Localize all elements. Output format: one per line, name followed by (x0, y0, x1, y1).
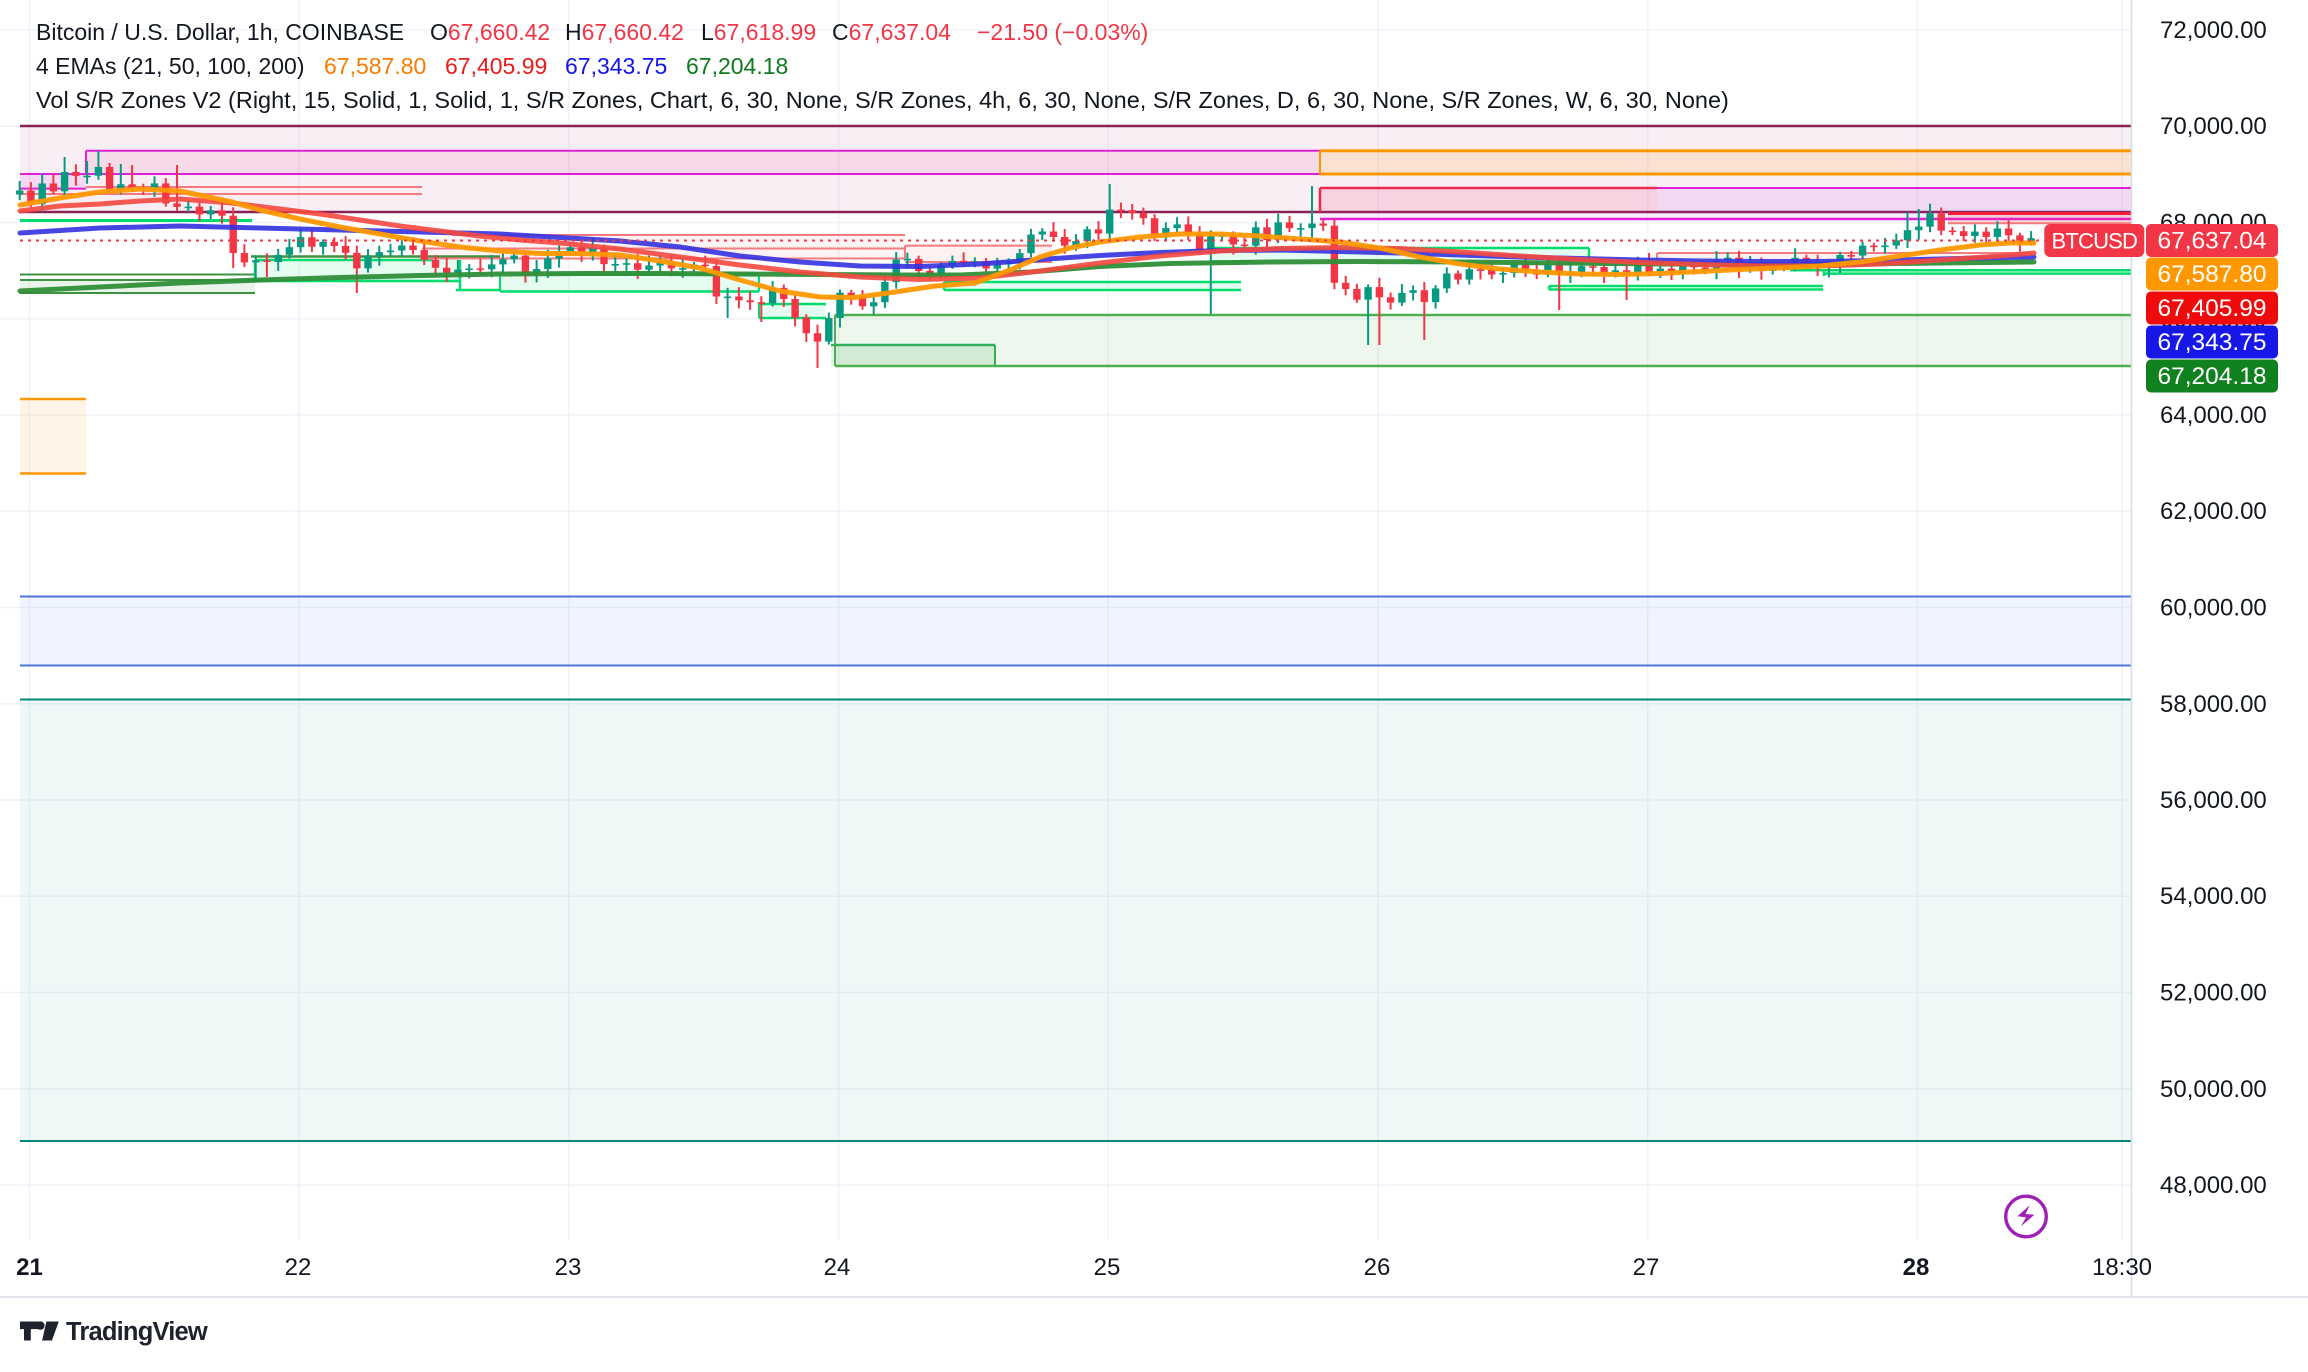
svg-text:21: 21 (16, 1254, 43, 1281)
svg-text:TradingView: TradingView (66, 1318, 208, 1346)
svg-text:48,000.00: 48,000.00 (2160, 1172, 2267, 1199)
svg-text:BTCUSD: BTCUSD (2051, 229, 2137, 254)
svg-text:67,587.80: 67,587.80 (2158, 261, 2267, 288)
svg-text:56,000.00: 56,000.00 (2160, 787, 2267, 814)
svg-text:60,000.00: 60,000.00 (2160, 595, 2267, 622)
svg-text:72,000.00: 72,000.00 (2160, 17, 2267, 44)
svg-text:22: 22 (285, 1254, 312, 1281)
svg-text:27: 27 (1633, 1254, 1660, 1281)
svg-text:67,637.04: 67,637.04 (2158, 228, 2267, 255)
svg-text:58,000.00: 58,000.00 (2160, 691, 2267, 718)
svg-text:25: 25 (1094, 1254, 1121, 1281)
svg-text:28: 28 (1903, 1254, 1930, 1281)
svg-text:70,000.00: 70,000.00 (2160, 113, 2267, 140)
svg-text:Vol S/R Zones V2 (Right, 15, S: Vol S/R Zones V2 (Right, 15, Solid, 1, S… (36, 87, 1729, 113)
svg-text:23: 23 (555, 1254, 582, 1281)
svg-text:67,204.18: 67,204.18 (2158, 363, 2267, 390)
svg-text:4 EMAs (21, 50, 100, 200)67,58: 4 EMAs (21, 50, 100, 200) 67,587.80 67,405… (36, 53, 788, 79)
svg-text:67,405.99: 67,405.99 (2158, 295, 2267, 322)
svg-text:64,000.00: 64,000.00 (2160, 402, 2267, 429)
svg-text:54,000.00: 54,000.00 (2160, 883, 2267, 910)
svg-text:62,000.00: 62,000.00 (2160, 498, 2267, 525)
svg-text:50,000.00: 50,000.00 (2160, 1076, 2267, 1103)
svg-text:24: 24 (824, 1254, 851, 1281)
svg-text:Bitcoin / U.S. Dollar, 1h, COI: Bitcoin / U.S. Dollar, 1h, COINBASE O67,6… (36, 19, 1148, 45)
svg-text:52,000.00: 52,000.00 (2160, 980, 2267, 1007)
svg-text:18:30: 18:30 (2092, 1254, 2152, 1281)
svg-text:67,343.75: 67,343.75 (2158, 329, 2267, 356)
svg-text:26: 26 (1364, 1254, 1391, 1281)
